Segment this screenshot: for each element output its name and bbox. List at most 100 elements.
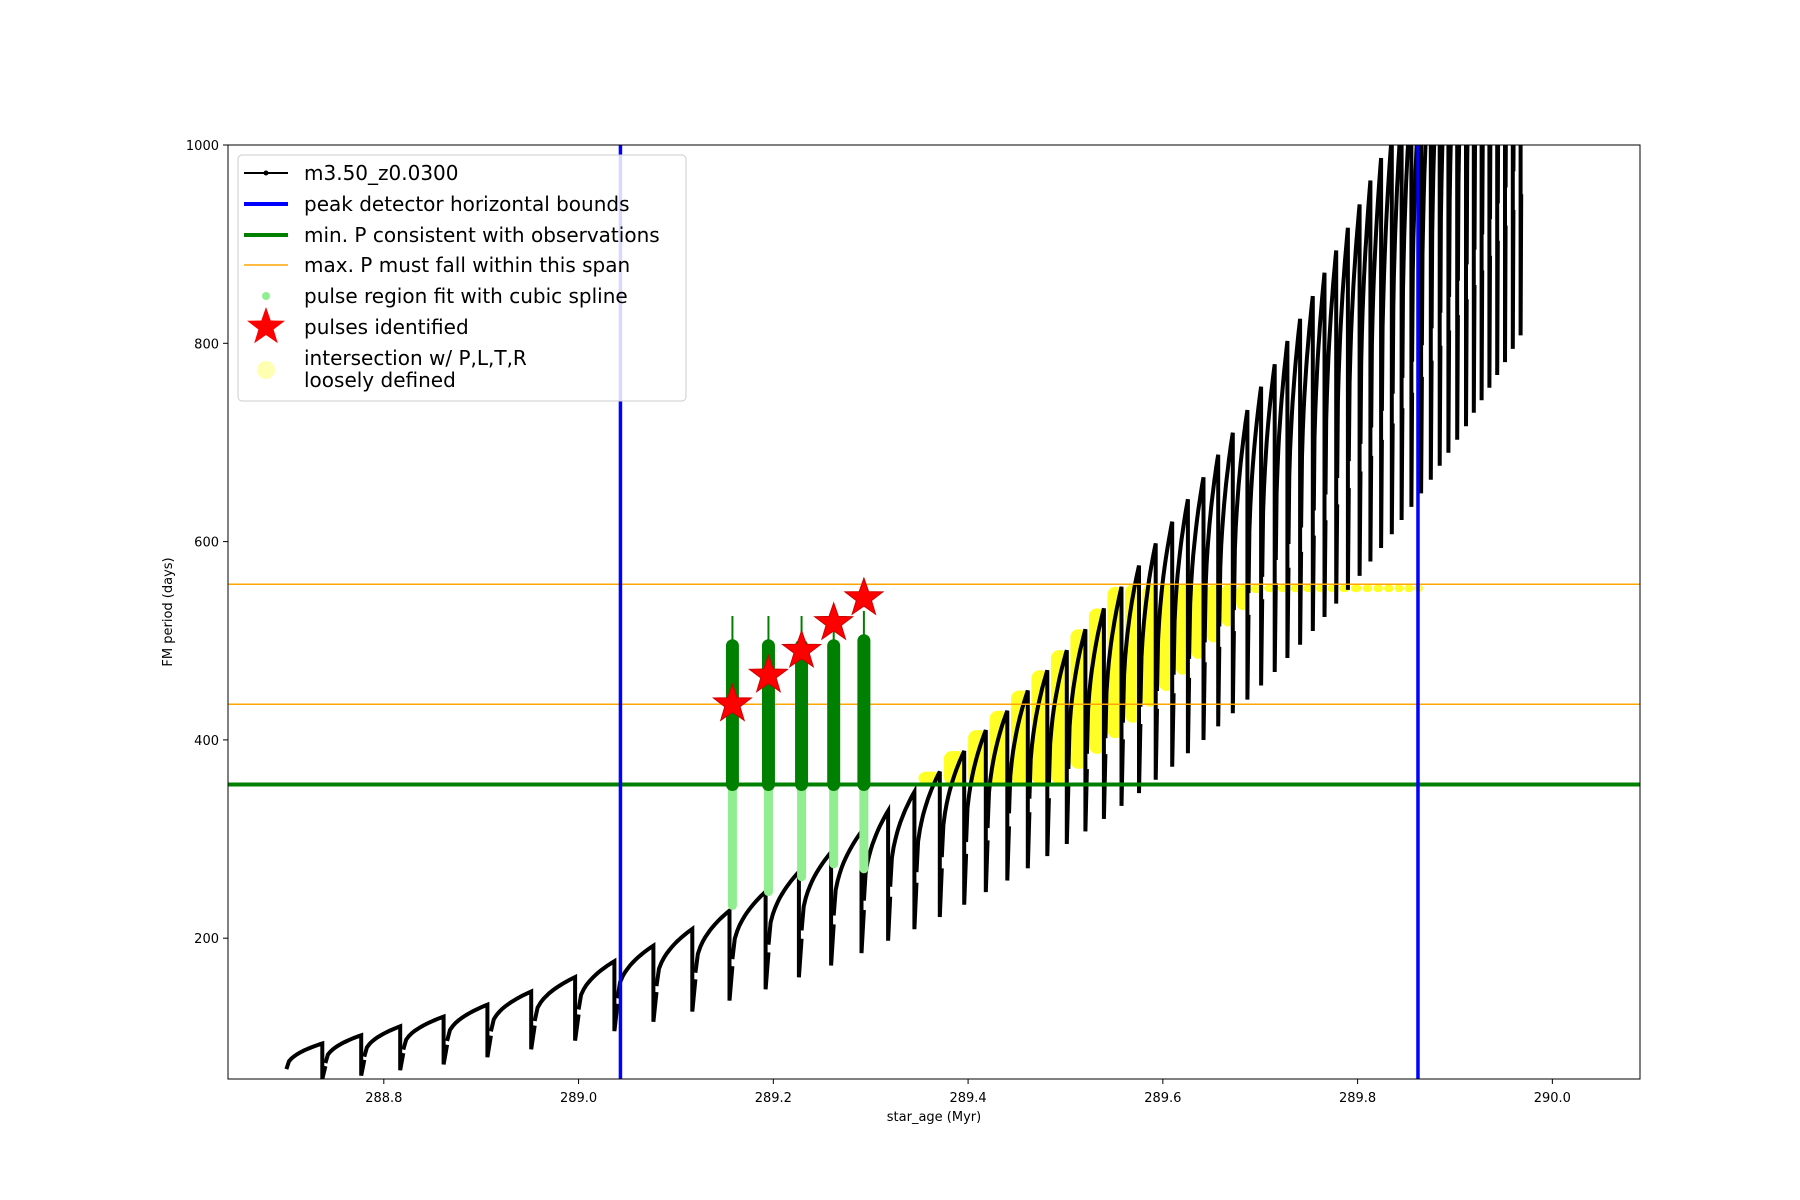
legend-dot-icon — [257, 361, 275, 379]
model-track-segment — [799, 846, 836, 966]
intersection-region-segment — [1350, 584, 1362, 593]
model-track-segment — [1217, 432, 1236, 714]
y-tick-label: 600 — [194, 536, 219, 551]
intersection-region-segment — [1107, 586, 1124, 739]
model-track-segment — [1410, 145, 1424, 494]
model-track-segment — [1346, 204, 1363, 576]
y-axis-label: FM period (days) — [161, 557, 176, 666]
legend-label: intersection w/ P,L,T,R — [304, 346, 527, 370]
model-track-segment — [576, 957, 620, 1032]
model-track-segment — [1246, 386, 1265, 686]
model-track-segment — [1311, 272, 1328, 618]
intersection-region-segment — [1010, 690, 1030, 785]
model-track-segment — [766, 866, 804, 978]
pulse-identified-star — [813, 601, 855, 641]
model-track-segment — [1323, 250, 1340, 604]
x-tick-label: 289.0 — [560, 1091, 597, 1106]
legend-entry: m3.50_z0.0300 — [244, 161, 459, 185]
model-track-segment — [401, 1013, 450, 1065]
model-track-segment — [1138, 542, 1159, 780]
model-track-segment — [939, 750, 969, 905]
model-track-segment — [1120, 565, 1143, 794]
legend-label: peak detector horizontal bounds — [304, 192, 630, 216]
x-tick-label: 289.8 — [1339, 1091, 1376, 1106]
pulse-identified-star — [711, 682, 753, 722]
model-track-segment — [1299, 295, 1316, 632]
legend-entry: min. P consistent with observations — [244, 223, 660, 247]
model-track-segment — [861, 803, 893, 941]
pulse-identified-star — [781, 629, 823, 669]
model-track-segment — [730, 887, 771, 990]
model-track-segment — [888, 784, 919, 930]
intersection-region-segment — [1404, 584, 1414, 593]
model-track-segment — [615, 942, 659, 1023]
model-track-segment — [1187, 476, 1207, 741]
x-tick-label: 289.2 — [755, 1091, 792, 1106]
intersection-region-segment — [1383, 584, 1394, 593]
model-track-segment — [1447, 145, 1460, 440]
model-track-segment — [1419, 145, 1434, 480]
model-track-segment — [1231, 409, 1251, 700]
model-track-segment — [1027, 669, 1051, 857]
legend-label: pulse region fit with cubic spline — [304, 284, 628, 308]
model-track-segment — [1260, 363, 1278, 673]
legend-label: max. P must fall within this span — [304, 253, 630, 277]
model-track-segment — [445, 1001, 493, 1058]
x-tick-label: 289.4 — [949, 1091, 986, 1106]
intersection-region-segment — [1394, 584, 1404, 593]
model-track-segment — [1438, 145, 1452, 453]
model-track-segment — [532, 973, 581, 1041]
legend-label: min. P consistent with observations — [304, 223, 660, 247]
legend-entry: pulse region fit with cubic spline — [262, 284, 628, 308]
model-track-segment — [1390, 145, 1405, 521]
model-track-segment — [323, 1032, 367, 1076]
legend-label: m3.50_z0.0300 — [304, 161, 459, 185]
model-track-segment — [488, 988, 537, 1050]
model-track-segment — [1286, 318, 1304, 645]
intersection-region-segment — [1050, 650, 1069, 785]
intersection-region-segment — [1070, 629, 1088, 769]
legend-star-icon — [247, 307, 285, 344]
legend-entry: pulses identified — [247, 307, 469, 344]
model-track-segment — [1066, 628, 1089, 832]
model-track-segment — [693, 906, 735, 1001]
y-tick-label: 1000 — [186, 139, 219, 154]
x-axis-label: star_age (Myr) — [887, 1110, 981, 1125]
model-track-segment — [1400, 145, 1415, 507]
model-track-segment — [1155, 521, 1176, 767]
intersection-region-segment — [1088, 608, 1106, 754]
x-tick-label: 289.6 — [1144, 1091, 1181, 1106]
model-track-segment — [1379, 145, 1395, 535]
model-track-segment — [831, 825, 866, 954]
plot-area — [228, 145, 1640, 1079]
model-track-segment — [1007, 689, 1032, 869]
x-tick-label: 288.8 — [365, 1091, 402, 1106]
intersection-region-segment — [1373, 584, 1383, 593]
model-track-segment — [284, 1040, 328, 1079]
model-track-segment — [1273, 340, 1291, 659]
model-track-segment — [1046, 649, 1071, 845]
model-track-segment — [1171, 498, 1192, 754]
model-track-segment — [1103, 586, 1125, 806]
intersection-region-segment — [1362, 584, 1373, 593]
model-track-segment — [914, 770, 944, 918]
model-track-segment — [1358, 180, 1374, 562]
y-tick-label: 800 — [194, 337, 219, 352]
legend-label: loosely defined — [304, 368, 456, 392]
y-tick-label: 200 — [194, 932, 219, 947]
legend-box — [237, 154, 687, 402]
model-track-segment — [1084, 607, 1108, 819]
legend-label: pulses identified — [304, 315, 469, 339]
axis-ticks: 288.8 289.0 289.2 289.4 289.6 289.8 290.0 200 40… — [186, 139, 1571, 1106]
y-tick-label: 400 — [194, 734, 219, 749]
model-track-segment — [362, 1023, 406, 1071]
intersection-region-segment — [1158, 584, 1174, 691]
intersection-region-segment — [1031, 670, 1049, 785]
model-track-segment — [1335, 227, 1351, 590]
legend-dot-icon — [262, 292, 270, 300]
plot-frame — [227, 144, 1641, 1080]
model-track-segment — [964, 729, 990, 893]
model-track-segment — [1369, 157, 1384, 549]
